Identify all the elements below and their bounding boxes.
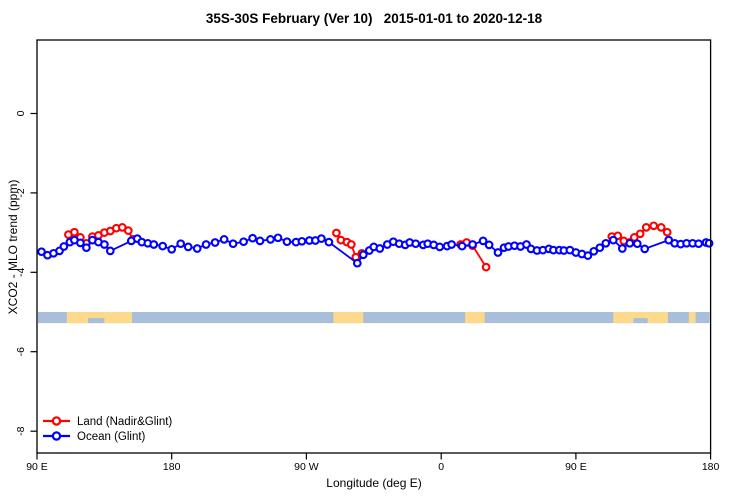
data-point [332, 228, 341, 238]
data-point [478, 236, 488, 246]
data-point [617, 244, 627, 253]
x-tick-label: 0 [438, 461, 444, 473]
data-point [239, 237, 248, 247]
plot-frame [36, 39, 712, 454]
y-tick-label: -2 [15, 188, 27, 197]
data-point [346, 240, 356, 249]
data-point [375, 244, 385, 253]
band-land-segment [688, 312, 696, 324]
y-tick-label: 0 [15, 110, 27, 116]
data-point [297, 236, 307, 246]
surface-band [38, 312, 710, 324]
y-tick-label: -4 [15, 267, 27, 276]
data-point [210, 238, 220, 247]
legend-label: Ocean (Glint) [77, 431, 146, 443]
legend-item-ocean: Ocean (Glint) [43, 431, 146, 443]
band-land-segment [66, 312, 132, 324]
data-point [641, 223, 651, 232]
band-ocean-notch [87, 318, 105, 324]
data-point [468, 240, 477, 249]
band-land-segment [465, 312, 485, 324]
data-point [149, 240, 159, 249]
data-point [183, 242, 193, 252]
data-point [447, 240, 456, 249]
data-point [694, 239, 703, 249]
data-point [266, 235, 275, 244]
data-point [82, 243, 91, 253]
data-point [100, 240, 109, 249]
data-point [192, 244, 202, 253]
y-tick-label: -6 [15, 347, 27, 356]
data-point [358, 250, 368, 260]
data-point [583, 251, 593, 260]
x-tick-label: 90 E [26, 461, 48, 473]
data-point [76, 238, 85, 248]
data-point [704, 238, 714, 248]
data-point [273, 233, 283, 243]
data-point [435, 242, 445, 252]
data-point [625, 238, 635, 248]
data-point [282, 237, 292, 247]
data-point [59, 242, 69, 251]
data-point [201, 240, 211, 249]
data-point [219, 235, 229, 244]
x-tick-label: 180 [702, 461, 720, 473]
data-point [255, 236, 265, 246]
data-point [248, 233, 257, 243]
x-axis: 90 E 180 90 W 0 90 E 180 [26, 453, 720, 473]
data-point [662, 227, 672, 237]
x-tick-label: 90 E [565, 461, 587, 473]
data-point [635, 229, 645, 239]
data-point [176, 239, 186, 249]
legend-item-land: Land (Nadir&Glint) [43, 416, 172, 428]
y-axis: 0 -2 -4 -6 -8 [15, 110, 37, 436]
band-land-segment [333, 312, 364, 324]
data-point [481, 262, 491, 272]
chart-title: 35S-30S February (Ver 10) 2015-01-01 to … [205, 11, 543, 26]
ocean-series [37, 233, 714, 268]
data-point [123, 226, 133, 235]
legend-label: Land (Nadir&Glint) [77, 416, 172, 428]
data-point [352, 258, 362, 268]
data-point [632, 239, 642, 249]
data-point [228, 239, 238, 249]
data-point [37, 247, 46, 257]
data-point [167, 244, 177, 254]
data-point [649, 221, 659, 231]
x-tick-label: 90 W [294, 461, 319, 473]
data-point [158, 241, 168, 251]
band-land-segment [613, 312, 668, 324]
y-tick-label: -8 [15, 426, 27, 435]
data-point [601, 238, 611, 248]
x-tick-label: 180 [163, 461, 181, 473]
data-point [105, 246, 115, 256]
data-point [608, 235, 618, 245]
data-point [70, 227, 79, 237]
x-axis-label: Longitude (deg E) [326, 476, 422, 490]
band-ocean-notch [633, 318, 648, 324]
data-point [656, 223, 666, 232]
data-point [484, 240, 494, 250]
data-point [640, 244, 650, 254]
data-point [589, 246, 599, 256]
data-point [411, 239, 421, 249]
data-point [493, 248, 503, 257]
data-point [457, 241, 467, 251]
data-point [317, 234, 326, 243]
data-point [595, 243, 605, 253]
legend: Land (Nadir&Glint) Ocean (Glint) [43, 416, 172, 443]
data-point [324, 237, 334, 247]
